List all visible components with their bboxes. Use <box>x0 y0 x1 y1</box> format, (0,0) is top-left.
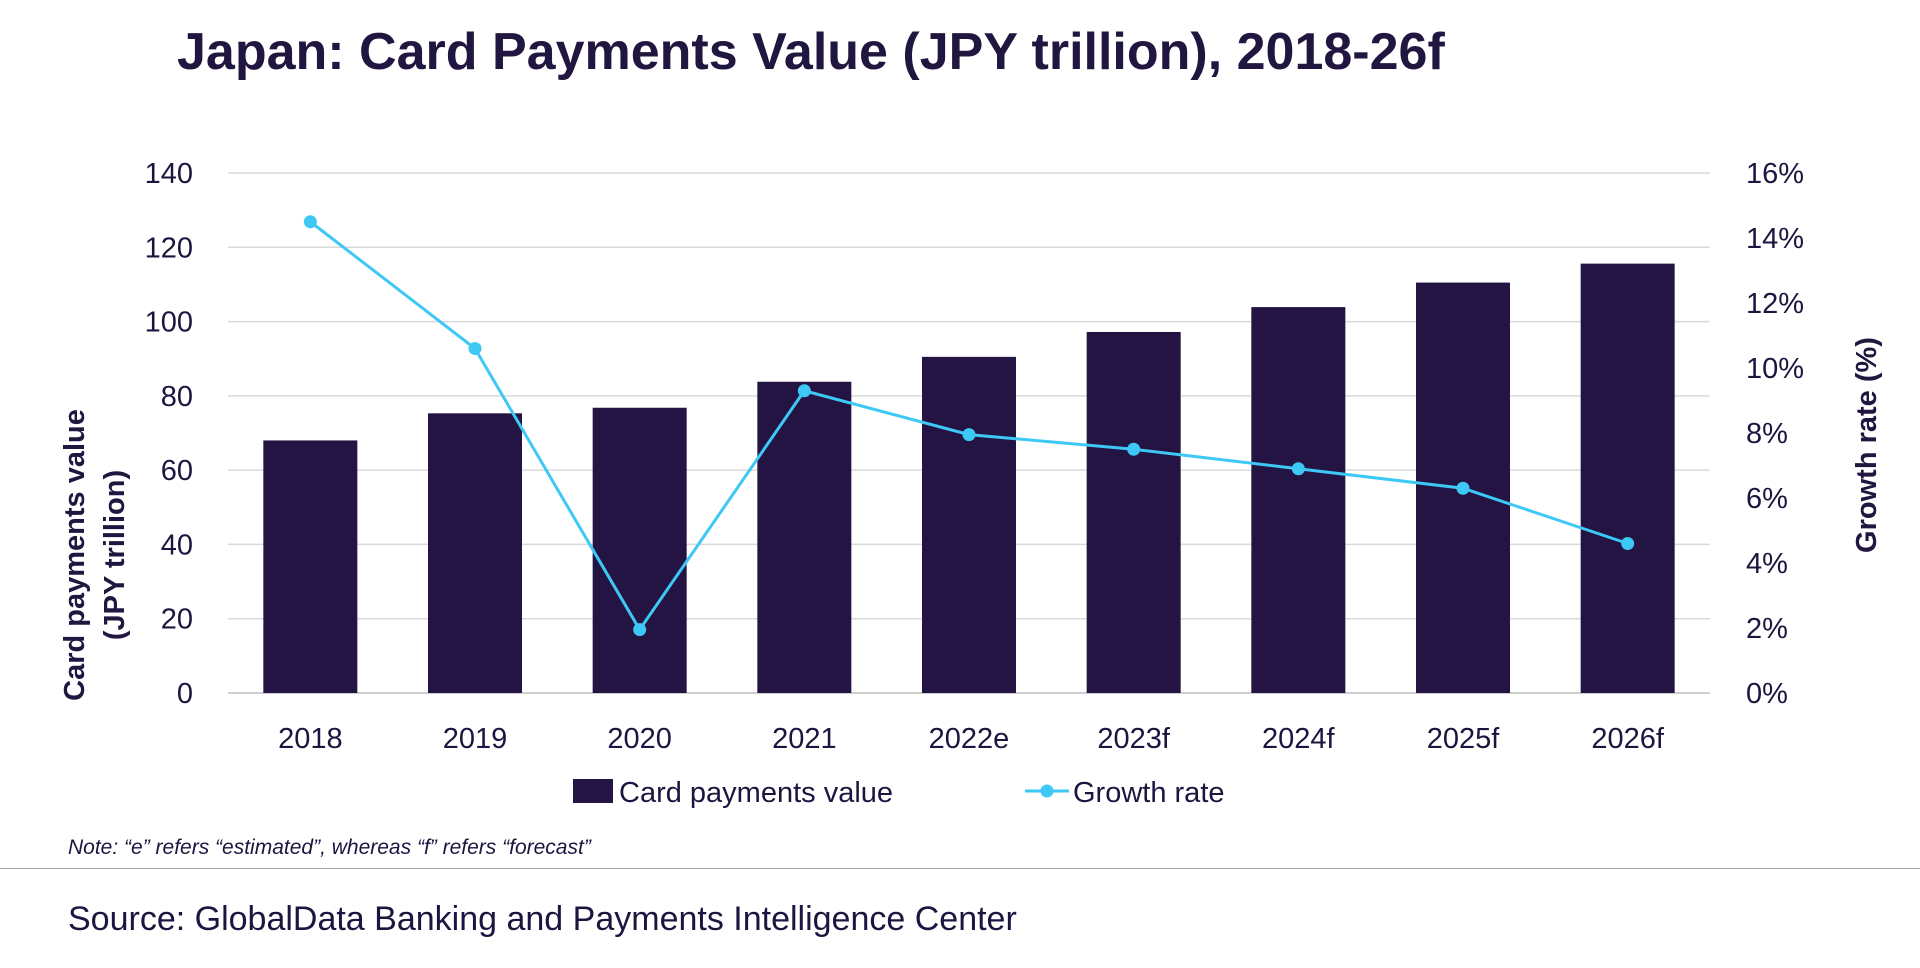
y2-tick-label: 0% <box>1746 678 1788 710</box>
legend-label-bar: Card payments value <box>619 777 893 809</box>
legend-swatch-bar <box>573 779 613 803</box>
bar-series <box>263 263 1675 693</box>
x-tick-label: 2020 <box>607 723 672 755</box>
chart-area: 0 20 40 60 80 100 120 140 0% 2% 4% 6% 8% 10% 12% 14% 16… <box>59 158 1883 809</box>
legend-swatch-marker <box>1040 784 1054 798</box>
line-series <box>303 215 1635 637</box>
growth-point <box>303 215 317 229</box>
bar <box>592 407 687 693</box>
right-axis-title: Growth rate (%) <box>1851 337 1883 553</box>
growth-point <box>1291 462 1305 476</box>
y2-tick-label: 6% <box>1746 483 1788 515</box>
source-text: Source: GlobalData Banking and Payments … <box>68 900 1017 938</box>
bar <box>263 440 358 693</box>
bar <box>1086 331 1181 693</box>
bar <box>757 381 852 693</box>
right-axis-ticks: 0% 2% 4% 6% 8% 10% 12% 14% 16% <box>1746 158 1804 710</box>
left-axis-title-line-2: (JPY trillion) <box>99 470 131 640</box>
footnote: Note: “e” refers “estimated”, whereas “f… <box>68 836 591 859</box>
left-axis-title: Card payments value (JPY trillion) <box>59 409 131 701</box>
left-axis-ticks: 0 20 40 60 80 100 120 140 <box>145 158 193 710</box>
y-tick-label: 140 <box>145 158 193 190</box>
x-tick-label: 2021 <box>772 723 837 755</box>
bar <box>922 356 1016 693</box>
x-tick-label: 2024f <box>1262 723 1336 755</box>
growth-point <box>633 623 647 637</box>
y2-tick-label: 2% <box>1746 613 1788 645</box>
x-axis-ticks: 2018 2019 2020 2021 2022e 2023f 2024f 2025f 2026… <box>278 723 1665 755</box>
x-tick-label: 2019 <box>443 723 508 755</box>
growth-point <box>1456 481 1470 495</box>
left-axis-title-line-1: Card payments value <box>59 409 91 701</box>
bar <box>1251 307 1346 693</box>
bar <box>428 413 522 693</box>
y2-tick-label: 16% <box>1746 158 1804 190</box>
chart-title: Japan: Card Payments Value (JPY trillion… <box>177 23 1445 81</box>
bar <box>1580 263 1675 693</box>
y2-tick-label: 12% <box>1746 288 1804 320</box>
y-tick-label: 120 <box>145 232 193 264</box>
growth-point <box>1127 442 1141 456</box>
x-tick-label: 2022e <box>929 723 1010 755</box>
y-tick-label: 40 <box>161 529 193 561</box>
x-tick-label: 2018 <box>278 723 343 755</box>
y2-tick-label: 10% <box>1746 353 1804 385</box>
y2-tick-label: 4% <box>1746 548 1788 580</box>
y-tick-label: 0 <box>177 678 193 710</box>
x-tick-label: 2023f <box>1097 723 1171 755</box>
y-tick-label: 80 <box>161 381 193 413</box>
y2-tick-label: 14% <box>1746 223 1804 255</box>
growth-point <box>468 342 482 355</box>
y-tick-label: 20 <box>161 604 193 636</box>
legend-label-line: Growth rate <box>1073 777 1225 809</box>
x-tick-label: 2026f <box>1591 723 1665 755</box>
divider <box>0 868 1920 869</box>
growth-point <box>797 384 811 398</box>
legend: Card payments value Growth rate <box>573 777 1225 809</box>
x-tick-label: 2025f <box>1427 723 1501 755</box>
y2-tick-label: 8% <box>1746 418 1788 450</box>
growth-point <box>1621 537 1635 550</box>
growth-point <box>962 428 976 442</box>
y-tick-label: 100 <box>145 307 193 339</box>
y-tick-label: 60 <box>161 455 193 487</box>
